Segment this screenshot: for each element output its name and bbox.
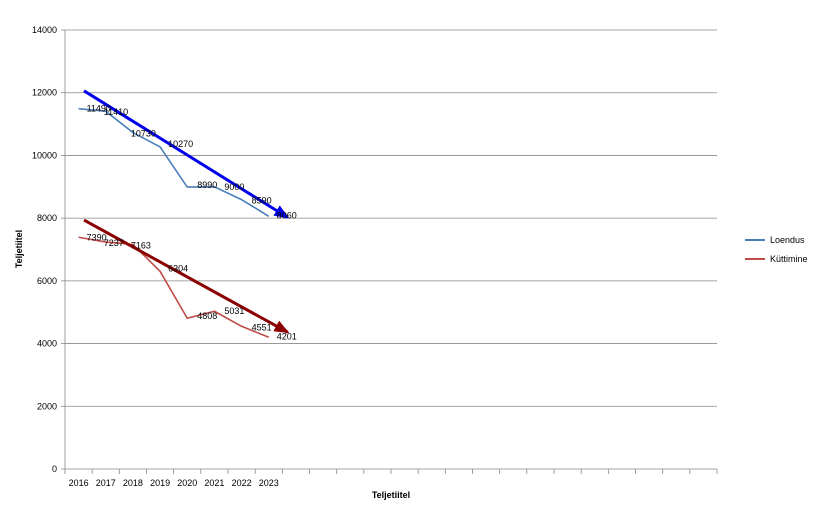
data-label: 5031 — [224, 306, 244, 316]
x-tick-label: 2022 — [232, 478, 252, 488]
data-label: 4201 — [277, 331, 297, 341]
y-tick-label: 10000 — [32, 150, 57, 160]
data-label: 10270 — [168, 139, 193, 149]
series-line — [78, 236, 270, 339]
x-axis-title: Teljetiitel — [372, 490, 410, 500]
y-axis-title: Teljetiitel — [14, 230, 24, 268]
data-label: 10730 — [131, 129, 156, 139]
trend-arrows — [83, 89, 290, 334]
legend: Loendus Küttimine — [745, 235, 808, 264]
data-label: 9000 — [224, 182, 244, 192]
y-tick-label: 12000 — [32, 88, 57, 98]
data-label: 8590 — [252, 196, 272, 206]
x-tick-label: 2016 — [69, 478, 89, 488]
gridlines — [61, 29, 718, 474]
x-tick-label: 2017 — [96, 478, 116, 488]
data-label: 11410 — [104, 107, 128, 117]
y-tick-label: 8000 — [37, 213, 57, 223]
x-tick-label: 2023 — [259, 478, 279, 488]
x-tick-label: 2019 — [150, 478, 170, 488]
data-label: 6304 — [168, 263, 188, 273]
data-label: 11490 — [87, 104, 111, 114]
data-label: 7390 — [87, 232, 107, 242]
x-axis-ticks: 2016 2017 2018 2019 2020 2021 2022 2023 — [69, 478, 279, 488]
y-axis-ticks: 0 2000 4000 6000 8000 10000 12000 14000 — [32, 25, 57, 474]
legend-label: Küttimine — [770, 254, 808, 264]
x-tick-label: 2018 — [123, 478, 143, 488]
series-lines — [78, 107, 270, 339]
trend-arrow — [83, 89, 290, 219]
data-label: 8990 — [197, 180, 217, 190]
data-label: 4551 — [252, 322, 272, 332]
y-tick-label: 14000 — [32, 25, 57, 35]
series-line — [78, 107, 270, 217]
y-tick-label: 4000 — [37, 339, 57, 349]
y-tick-label: 0 — [52, 464, 57, 474]
data-label: 4808 — [197, 311, 217, 321]
x-tick-label: 2021 — [204, 478, 224, 488]
legend-label: Loendus — [770, 235, 805, 245]
y-tick-label: 6000 — [37, 276, 57, 286]
data-label: 7237 — [104, 238, 124, 248]
data-label: 7163 — [131, 240, 151, 250]
x-tick-label: 2020 — [177, 478, 197, 488]
trend-arrow — [83, 218, 290, 334]
y-tick-label: 2000 — [37, 401, 57, 411]
data-label: 8060 — [277, 210, 297, 220]
